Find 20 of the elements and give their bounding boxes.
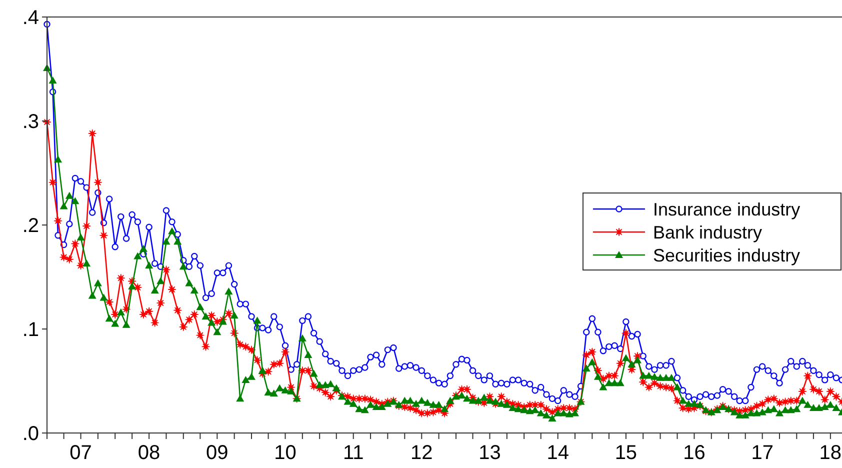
y-tick-label: .2 bbox=[22, 215, 39, 237]
legend-label: Bank industry bbox=[653, 222, 762, 242]
x-tick-label: 16 bbox=[683, 442, 706, 464]
legend-label: Insurance industry bbox=[653, 199, 800, 220]
y-tick-label: .4 bbox=[22, 7, 39, 29]
x-tick-label: 18 bbox=[819, 442, 842, 464]
x-tick-label: 14 bbox=[546, 442, 569, 464]
x-tick-label: 08 bbox=[138, 442, 160, 464]
x-tick-label: 15 bbox=[614, 442, 638, 464]
x-tick-label: 09 bbox=[206, 442, 228, 464]
x-tick-label: 12 bbox=[410, 442, 433, 464]
y-tick-label: .0 bbox=[22, 423, 39, 445]
x-tick-label: 17 bbox=[751, 442, 774, 464]
x-tick-label: 07 bbox=[70, 442, 92, 464]
x-tick-label: 10 bbox=[274, 442, 296, 464]
x-tick-label: 13 bbox=[478, 442, 501, 464]
x-tick-label: 11 bbox=[342, 442, 364, 464]
y-tick-label: .3 bbox=[22, 111, 39, 133]
y-tick-label: .1 bbox=[22, 319, 39, 341]
legend-label: Securities industry bbox=[653, 245, 800, 266]
